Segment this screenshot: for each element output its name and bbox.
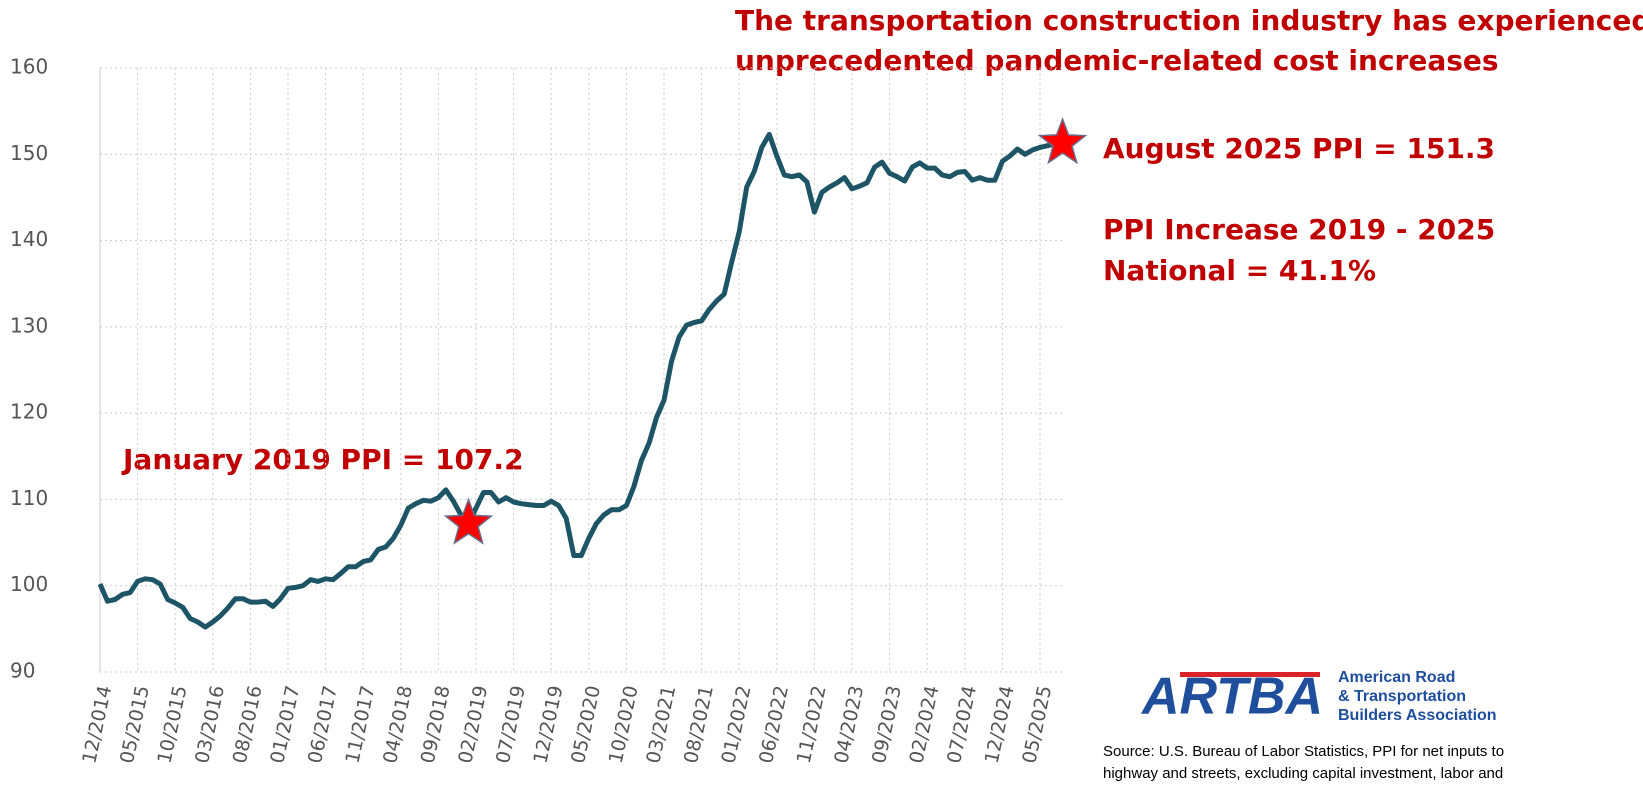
x-tick-label: 06/2017 [304,684,342,766]
x-tick-label: 02/2024 [906,684,944,766]
x-tick-label: 06/2022 [755,684,793,766]
y-tick-label: 100 [10,572,48,596]
y-tick-label: 160 [10,55,48,79]
x-tick-label: 01/2022 [718,684,756,766]
x-tick-label: 10/2015 [154,684,192,766]
logo-text: American Road [1338,669,1455,686]
highlight-star [443,497,494,545]
x-tick-label: 12/2014 [78,684,116,766]
logo-text: Builders Association [1338,707,1497,724]
x-tick-label: 07/2024 [943,684,981,766]
annotation: January 2019 PPI = 107.2 [121,443,524,476]
x-tick-label: 11/2022 [793,684,831,766]
x-tick-label: 05/2025 [1018,684,1056,766]
x-tick-label: 04/2023 [830,684,868,766]
x-tick-label: 07/2019 [492,684,530,766]
source: highway and streets, excluding capital i… [1103,765,1503,782]
x-tick-label: 03/2021 [642,684,680,766]
y-tick-label: 150 [10,141,48,165]
source: Source: U.S. Bureau of Labor Statistics,… [1103,743,1504,760]
logo-stripe [1180,672,1320,677]
chart-title: The transportation construction industry… [735,4,1643,37]
x-tick-label: 01/2017 [266,684,304,766]
chart-title: unprecedented pandemic-related cost incr… [735,44,1499,77]
y-tick-label: 120 [10,400,48,424]
x-tick-label: 08/2021 [680,684,718,766]
x-tick-label: 05/2015 [116,684,154,766]
x-tick-label: 08/2016 [229,684,267,766]
x-tick-label: 11/2017 [342,684,380,766]
y-tick-label: 90 [10,659,35,683]
annotation: National = 41.1% [1103,254,1376,287]
logo-mark: ARTBA [1140,668,1323,726]
x-tick-label: 09/2023 [868,684,906,766]
line-series [97,131,1063,630]
highlight-star [1037,116,1088,165]
x-tick-label: 04/2018 [379,684,417,766]
y-tick-label: 140 [10,227,48,251]
x-tick-label: 05/2020 [567,684,605,766]
x-tick-label: 02/2019 [454,684,492,766]
x-tick-label: 09/2018 [417,684,455,766]
y-tick-label: 110 [10,486,48,510]
x-tick-label: 03/2016 [191,684,229,766]
x-tick-label: 12/2024 [981,684,1019,766]
x-tick-label: 10/2020 [605,684,643,766]
x-tick-label: 12/2019 [530,684,568,766]
logo-text: & Transportation [1338,688,1466,705]
logo: ARTBA American Road & Transportation Bui… [1140,668,1497,726]
y-tick-label: 130 [10,313,48,337]
annotation: August 2025 PPI = 151.3 [1103,132,1495,165]
annotation: PPI Increase 2019 - 2025 [1103,213,1495,246]
